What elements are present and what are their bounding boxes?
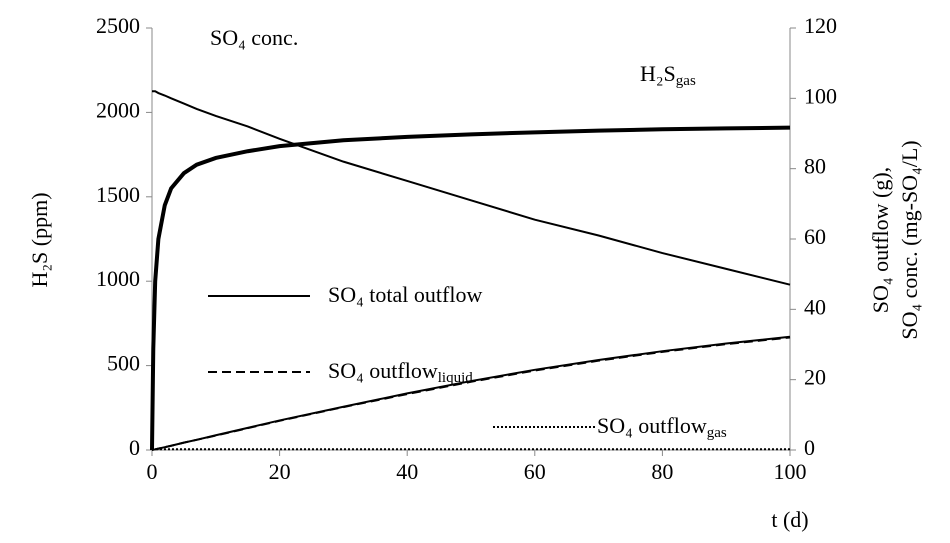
y-tick-label: 2000 — [96, 97, 140, 122]
series-line — [152, 90, 791, 286]
y-tick-label: 2500 — [96, 13, 140, 38]
series-name: H₂S — [640, 61, 676, 86]
y-tick-label: 1000 — [96, 266, 140, 291]
series-label: SO₄ conc. — [210, 25, 298, 50]
series-line — [150, 125, 791, 451]
x-tick-label: 100 — [774, 459, 807, 484]
x-tick-label: 0 — [147, 459, 158, 484]
y2-axis-title: SO₄ conc. (mg-SO₄/L) — [897, 140, 922, 339]
series-name: SO₄ outflow — [328, 358, 438, 383]
series-label: SO₄ outflowliquid — [328, 358, 473, 386]
y2-tick-label: 80 — [804, 154, 826, 179]
x-tick-label: 20 — [269, 459, 291, 484]
x-axis-title: t (d) — [771, 507, 808, 532]
y-tick-label: 500 — [107, 351, 140, 376]
y2-tick-label: 40 — [804, 294, 826, 319]
series-name: SO₄ outflow — [597, 413, 707, 438]
x-tick-label: 40 — [396, 459, 418, 484]
y2-tick-label: 0 — [804, 435, 815, 460]
y2-tick-label: 20 — [804, 365, 826, 390]
y2-axis-title: SO₄ outflow (g), — [868, 167, 893, 313]
series-line — [151, 336, 791, 451]
x-tick-label: 60 — [524, 459, 546, 484]
y-axis-title: H₂S (ppm) — [27, 192, 52, 287]
y-tick-label: 0 — [129, 435, 140, 460]
y2-tick-label: 60 — [804, 224, 826, 249]
series-label: H₂Sgas — [640, 61, 696, 89]
y-tick-label: 1500 — [96, 182, 140, 207]
y2-tick-label: 120 — [804, 13, 837, 38]
x-tick-label: 80 — [651, 459, 673, 484]
series-label: SO₄ outflowgas — [597, 413, 727, 441]
series-name: SO₄ total outflow — [328, 282, 482, 307]
series-name-subscript: gas — [707, 425, 727, 441]
series-name-subscript: gas — [676, 73, 696, 89]
series-label: SO₄ total outflow — [328, 282, 482, 307]
series-name-subscript: liquid — [438, 370, 474, 386]
y2-tick-label: 100 — [804, 83, 837, 108]
series-name: SO₄ conc. — [210, 25, 298, 50]
